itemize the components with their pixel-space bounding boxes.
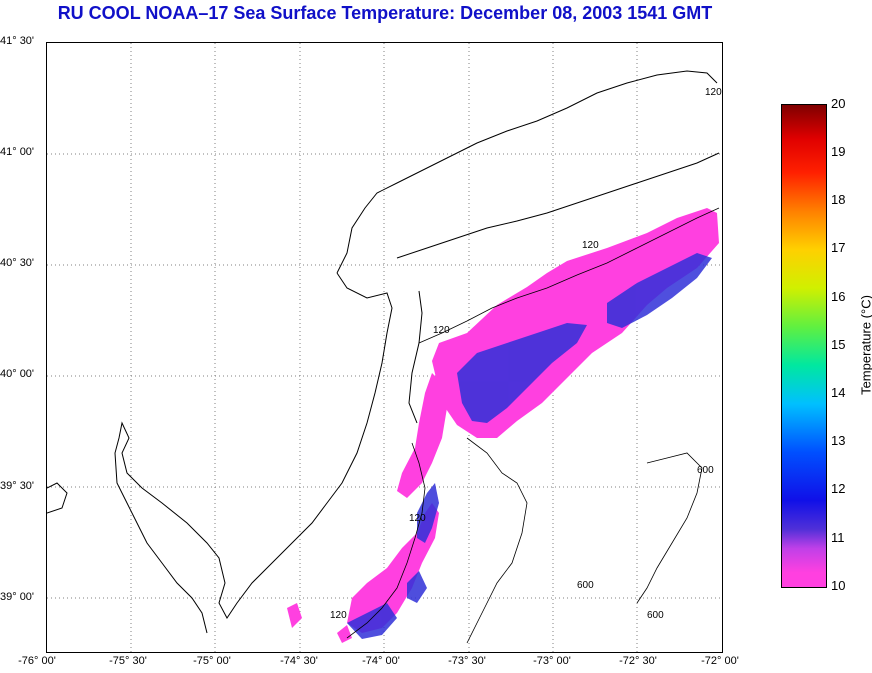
colorbar-tick: 11 — [831, 530, 845, 545]
lon-label-72-30: -72° 30' — [619, 655, 657, 667]
colorbar-label: Temperature (°C) — [858, 295, 872, 395]
lat-label-41-30: 41° 30' — [0, 35, 35, 47]
colorbar-tick: 18 — [831, 192, 846, 207]
lon-label-74-00: -74° 00' — [362, 655, 400, 667]
isobath-label: 120 — [705, 87, 722, 98]
colorbar-tick: 14 — [831, 385, 846, 400]
colorbar-tick: 12 — [831, 481, 846, 496]
sst-map-canvas: 120 120 120 120 120 600 600 600 — [47, 43, 722, 652]
lon-label-72-00: -72° 00' — [701, 655, 739, 667]
colorbar-tick: 20 — [831, 96, 846, 111]
sst-cool-patch — [347, 253, 712, 639]
sst-map: 120 120 120 120 120 600 600 600 — [46, 42, 723, 653]
colorbar-tick: 10 — [831, 578, 846, 593]
lon-label-75-00: -75° 00' — [193, 655, 231, 667]
sst-warm-patch — [287, 208, 719, 643]
lat-label-40-30: 40° 30' — [0, 257, 35, 269]
colorbar-tick: 13 — [831, 433, 846, 448]
lon-label-74-30: -74° 30' — [280, 655, 318, 667]
colorbar-tick: 15 — [831, 337, 846, 352]
lon-label-73-30: -73° 30' — [448, 655, 486, 667]
isobath-contours — [346, 207, 720, 644]
lon-label-73-00: -73° 00' — [533, 655, 571, 667]
temperature-colorbar — [781, 104, 827, 588]
lon-label-76-00: -76° 00' — [18, 655, 56, 667]
isobath-label: 120 — [330, 610, 347, 621]
map-title: RU COOL NOAA–17 Sea Surface Temperature:… — [57, 3, 713, 23]
isobath-label: 120 — [409, 513, 426, 524]
lat-label-41-00: 41° 00' — [0, 146, 35, 158]
colorbar-tick: 19 — [831, 144, 846, 159]
lat-label-39-30: 39° 30' — [0, 480, 35, 492]
lat-label-40-00: 40° 00' — [0, 368, 35, 380]
colorbar-tick: 17 — [831, 240, 846, 255]
colorbar-tick: 16 — [831, 289, 846, 304]
isobath-label: 120 — [582, 240, 599, 251]
lat-label-39-00: 39° 00' — [0, 591, 35, 603]
coastline — [47, 70, 720, 634]
isobath-label: 600 — [577, 580, 594, 591]
isobath-label: 600 — [647, 610, 664, 621]
isobath-label: 120 — [433, 325, 450, 336]
lon-label-75-30: -75° 30' — [109, 655, 147, 667]
isobath-label: 600 — [697, 465, 714, 476]
